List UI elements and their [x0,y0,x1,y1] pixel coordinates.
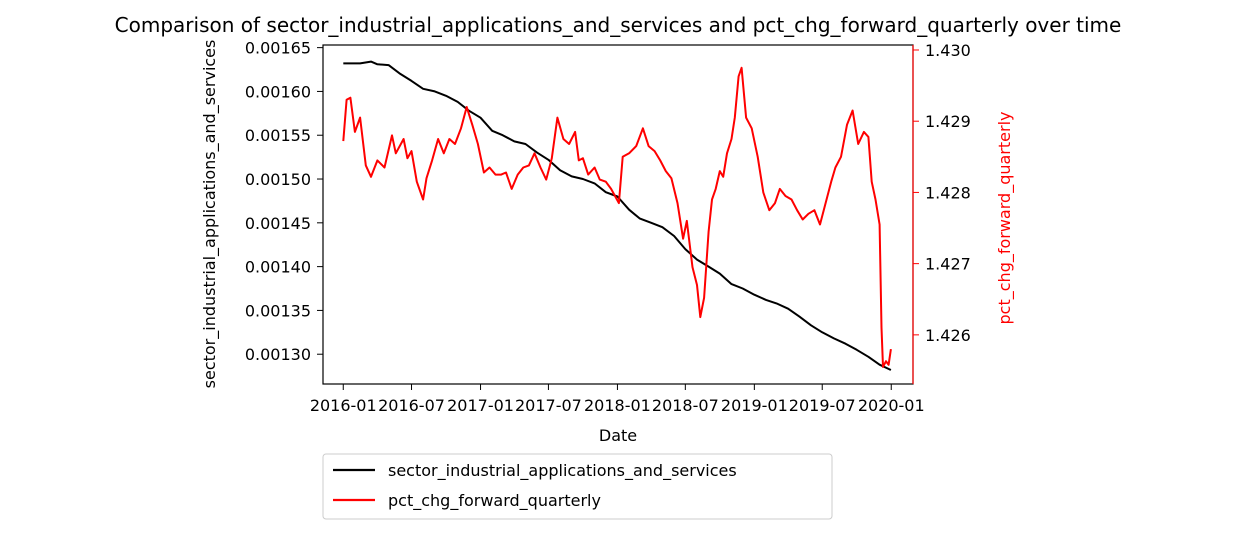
x-tick-label: 2017-07 [515,396,582,415]
left-tick-label: 0.00135 [245,301,311,320]
left-tick-label: 0.00155 [245,126,311,145]
series-line-sector [343,60,892,371]
x-tick-label: 2019-01 [721,396,788,415]
x-tick-label: 2019-07 [789,396,856,415]
left-tick-label: 0.00165 [245,39,311,58]
right-tick-label: 1.427 [925,255,971,274]
legend-label-pct: pct_chg_forward_quarterly [388,491,601,511]
x-tick-label: 2016-07 [378,396,445,415]
right-axis-label: pct_chg_forward_quarterly [995,112,1015,325]
right-tick-label: 1.429 [925,112,971,131]
left-tick-label: 0.00150 [245,170,311,189]
legend-frame [322,453,833,520]
left-tick-label: 0.00140 [245,258,311,277]
right-tick-label: 1.430 [925,41,971,60]
left-axis: 0.00130 0.00135 0.00140 0.00145 0.00150 0.001… [245,39,323,364]
series-line-pct-chg [342,66,892,368]
right-tick-label: 1.426 [925,326,971,345]
legend-label-sector: sector_industrial_applications_and_servi… [388,461,737,481]
x-tick-label: 2017-01 [447,396,514,415]
left-tick-label: 0.00145 [245,214,311,233]
right-tick-label: 1.428 [925,183,971,202]
chart-title: Comparison of sector_industrial_applicat… [115,13,1122,37]
x-axis: 2016-01 2016-07 2017-01 2017-07 2018-01 2018-… [310,384,925,415]
series-layer [342,60,892,371]
x-tick-label: 2020-01 [858,396,925,415]
left-axis-label: sector_industrial_applications_and_servi… [200,40,220,389]
x-tick-label: 2018-07 [652,396,719,415]
left-tick-label: 0.00130 [245,345,311,364]
x-axis-label: Date [599,426,637,445]
x-tick-label: 2018-01 [584,396,651,415]
right-axis: 1.426 1.427 1.428 1.429 1.430 [912,41,971,384]
left-tick-label: 0.00160 [245,82,311,101]
x-tick-label: 2016-01 [310,396,377,415]
legend: sector_industrial_applications_and_servi… [322,453,833,520]
